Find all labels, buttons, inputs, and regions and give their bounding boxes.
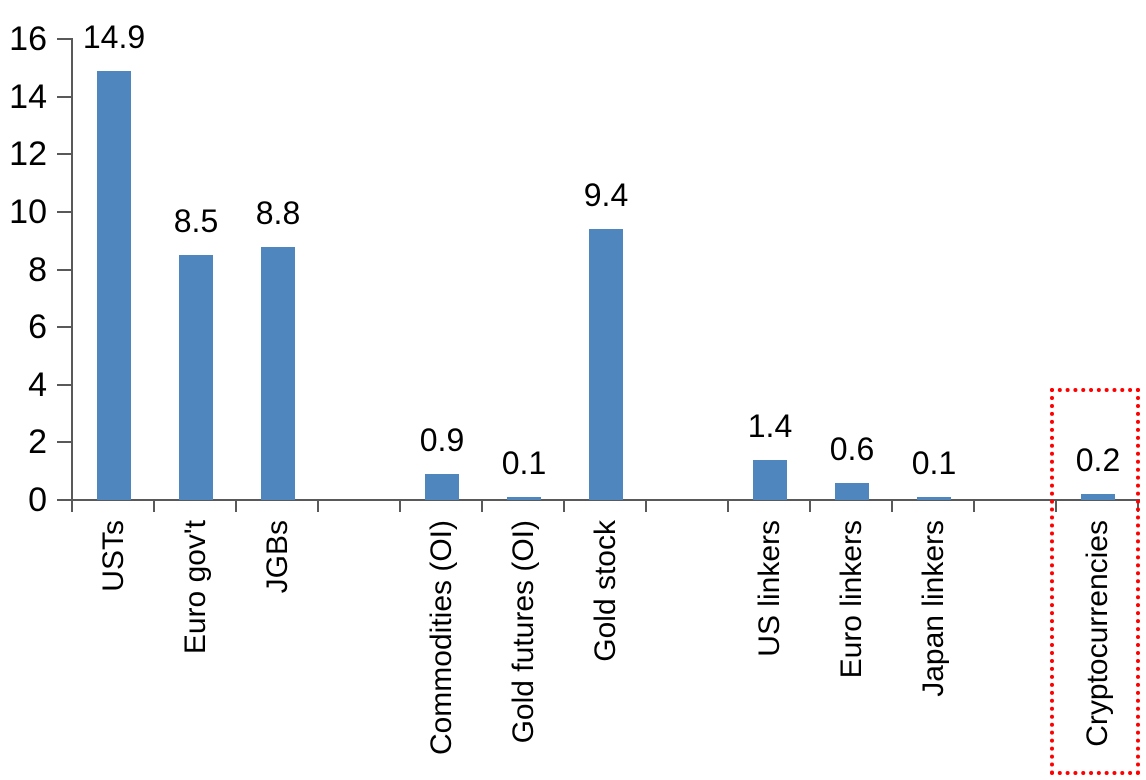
value-label-us-linkers: 1.4 [747,407,793,444]
bar-jgbs [261,246,295,500]
highlight-box-cryptocurrencies [1050,388,1140,775]
y-axis-tick [57,326,71,329]
y-axis-label: 2 [28,423,47,462]
y-axis-label: 0 [28,481,47,519]
y-axis-label: 8 [28,250,47,289]
value-label-cryptocurrencies: 0.2 [1075,442,1121,479]
y-axis-label: 10 [9,193,47,231]
y-axis-tick [57,268,71,271]
x-axis-tick [973,500,975,512]
category-label-us-linkers: US linkers [753,520,786,657]
y-axis-label: 12 [9,135,47,174]
x-axis-tick [481,500,483,512]
y-axis-label: 6 [28,308,47,347]
category-label-gold-stock: Gold stock [589,520,622,662]
y-axis-tick [57,383,71,386]
y-axis-tick [57,38,71,41]
value-label-usts: 14.9 [82,18,146,55]
x-axis-tick [399,500,401,512]
category-label-box-commodities-oi: Commodities (OI) [401,520,483,776]
value-label-japan-linkers: 0.1 [911,445,957,482]
value-label-gold-futures-oi: 0.1 [501,445,547,482]
category-label-euro-linkers: Euro linkers [835,520,868,679]
category-label-box-euro-gov-t: Euro gov't [155,520,237,776]
y-axis-tick [57,499,71,501]
x-axis-tick [235,500,237,512]
category-label-box-euro-linkers: Euro linkers [811,520,893,776]
x-axis-tick [71,500,73,512]
x-axis-tick [153,500,155,512]
category-label-gold-futures-oi: Gold futures (OI) [507,520,540,744]
value-label-euro-gov-t: 8.5 [173,203,219,240]
x-axis-tick [645,500,647,512]
bar-commodities-oi [425,474,459,500]
bar-gold-stock [589,229,623,500]
bar-euro-linkers [835,482,869,500]
category-label-box-usts: USTs [73,520,155,776]
y-axis-tick [57,153,71,156]
category-label-usts: USTs [97,520,130,592]
x-axis-tick [809,500,811,512]
category-label-commodities-oi: Commodities (OI) [425,520,458,756]
y-axis-tick [57,95,71,98]
category-label-box-japan-linkers: Japan linkers [893,520,975,776]
bar-japan-linkers [917,497,951,500]
category-label-box-gold-futures-oi: Gold futures (OI) [483,520,565,776]
y-axis-tick [57,441,71,444]
x-axis-tick [727,500,729,512]
value-label-commodities-oi: 0.9 [419,422,465,459]
y-axis-label: 4 [28,365,47,404]
x-axis-tick [317,500,319,512]
x-axis-tick [891,500,893,512]
bar-gold-futures-oi [507,497,541,500]
x-axis-line [71,499,1140,501]
bar-euro-gov-t [179,255,213,500]
y-axis-label: 14 [9,77,47,116]
bar-usts [97,70,131,500]
value-label-jgbs: 8.8 [255,194,301,231]
category-label-jgbs: JGBs [261,520,294,594]
y-axis-tick [57,211,71,213]
category-label-box-us-linkers: US linkers [729,520,811,776]
category-label-euro-gov-t: Euro gov't [179,520,212,655]
x-axis-tick [563,500,565,512]
value-label-gold-stock: 9.4 [583,177,629,214]
bar-cryptocurrencies [1081,494,1115,500]
category-label-box-jgbs: JGBs [237,520,319,776]
value-label-euro-linkers: 0.6 [829,430,875,467]
category-label-box-gold-stock: Gold stock [565,520,647,776]
bar-us-linkers [753,459,787,500]
y-axis-label: 16 [9,20,47,59]
y-axis-line [71,38,73,502]
x-axis-tick [1055,500,1057,512]
category-label-japan-linkers: Japan linkers [917,520,950,697]
